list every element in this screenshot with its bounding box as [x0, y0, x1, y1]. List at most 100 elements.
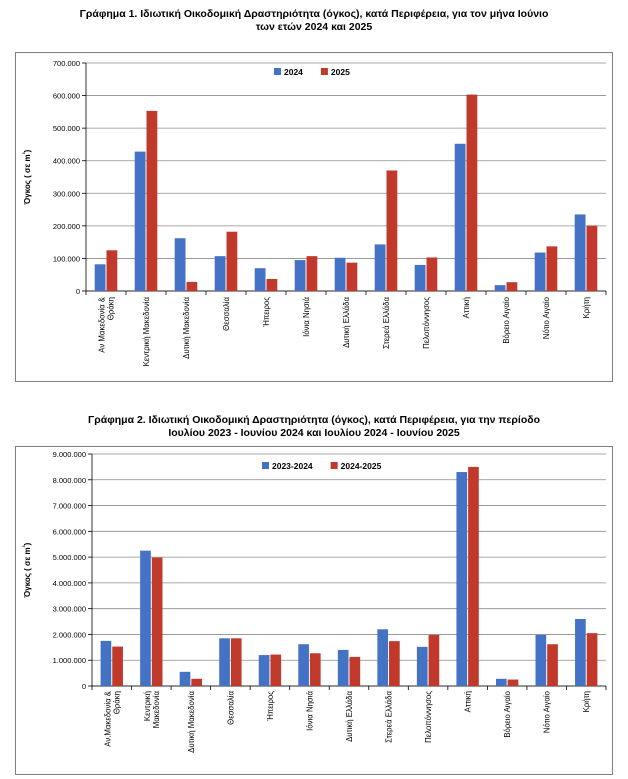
chart-1-bar-2025-7: [346, 262, 358, 291]
chart-1-bar-2024-2: [134, 151, 146, 291]
chart-1-frame: 0 100.000 200.000 300.000 400.000 500.000 600.…: [15, 52, 613, 382]
chart-1-bar-2024-12: [534, 252, 546, 291]
chart-2-y-axis-label: Όγκος ( σε m³): [22, 542, 32, 598]
chart-2-bar-2024-2025-9: [428, 634, 440, 686]
chart-1-y-tick-label: 300.000: [53, 189, 80, 198]
chart-1-bar-2024-3: [174, 238, 186, 291]
chart-1-title-line-2: των ετών 2024 και 2025: [255, 21, 373, 33]
chart-1-x-tick-label: Δυτική Ελλάδα: [342, 297, 351, 348]
chart-1-bar-2024-5: [254, 268, 266, 291]
chart-2-title: Γράφημα 2. Ιδιωτική Οικοδομική Δραστηριό…: [0, 414, 628, 440]
chart-2-bar-2023-2024-8: [377, 629, 389, 686]
chart-1-x-tick-label: Κρήτη: [582, 297, 591, 318]
chart-1-bar-2024-10: [454, 143, 466, 291]
chart-2-x-tick-label: Νότιο Αιγαίο: [543, 690, 552, 733]
chart-2-frame: 0 1.000.000 2.000.000 3.000.000 4.000.000 5.0…: [15, 446, 613, 775]
chart-2-bar-2023-2024-2: [140, 550, 151, 686]
chart-1-x-tick-label: Βόρειο Αιγαίο: [502, 296, 511, 343]
chart-2-y-tick-label: 5.000.000: [53, 553, 86, 562]
chart-1-y-tick-label: 600.000: [53, 92, 80, 101]
chart-1-bar-2025-8: [386, 170, 398, 291]
chart-1-x-tick-label: Στερεά Ελλάδα: [382, 297, 391, 349]
chart-2-bar-2024-2025-12: [547, 644, 558, 686]
chart-1-bar-2025-6: [306, 256, 318, 291]
chart-2-y-tick-label: 8.000.000: [53, 476, 86, 485]
chart-2-bar-2024-2025-5: [270, 654, 282, 686]
chart-2-legend-swatch-2024-2025: [330, 462, 338, 469]
chart-2-x-tick-label: Δυτική Μακεδονία: [187, 691, 196, 753]
chart-1-bar-2025-10: [466, 94, 478, 291]
chart-2-bar-2024-2025-10: [468, 466, 479, 686]
chart-1-x-tick-label: Ιόνια Νησιά: [302, 297, 311, 337]
chart-1-y-axis-label-superscript: ³: [22, 152, 29, 154]
chart-2-title-line-2: Ιουλίου 2023 - Ιουνίου 2024 και Ιουλίου …: [168, 427, 460, 439]
chart-2-x-tick-label: Βόρειο Αιγαίο: [503, 690, 512, 737]
chart-2-x-tick-label: Αν.Μακεδονία &: [103, 690, 112, 746]
chart-1-y-tick-label: 700.000: [53, 59, 80, 68]
chart-2-bar-2023-2024-6: [298, 644, 309, 686]
chart-1-x-tick-label: Αν Μακεδονία &: [98, 296, 107, 352]
chart-1-title-line-1: Γράφημα 1. Ιδιωτική Οικοδομική Δραστηριό…: [79, 8, 549, 20]
chart-1-bar-2024-13: [574, 214, 586, 291]
chart-1-plot: 0 100.000 200.000 300.000 400.000 500.000 600.…: [22, 59, 607, 367]
chart-1-bar-2024-7: [334, 257, 346, 291]
chart-2-bar-2023-2024-11: [495, 678, 507, 686]
chart-2-bar-2024-2025-1: [112, 646, 123, 686]
chart-2-x-tick-label: Θράκη: [112, 691, 121, 714]
chart-1-y-tick-label: 200.000: [53, 222, 80, 231]
chart-1-bar-2025-2: [146, 110, 158, 291]
chart-1-y-axis-label-tail: ): [23, 149, 32, 152]
chart-1-legend-label-2024: 2024: [284, 67, 303, 77]
chart-2-y-tick-label: 3.000.000: [53, 605, 86, 614]
chart-2-x-tick-label: Στερεά Ελλάδα: [385, 691, 394, 743]
chart-2-bar-2024-2025-11: [507, 679, 519, 686]
chart-2-x-tick-label: Αττική: [464, 691, 473, 712]
chart-1-bar-2025-3: [186, 281, 198, 291]
chart-2-bar-2023-2024-12: [535, 634, 547, 686]
chart-1-bar-2025-13: [586, 225, 598, 291]
chart-1-bar-2024-9: [414, 264, 426, 291]
chart-2-y-tick-label: 2.000.000: [53, 630, 86, 639]
chart-1-x-tick-label: Δυτική Μακεδονία: [182, 297, 191, 359]
chart-2-x-tick-label: Δυτική Ελλάδα: [345, 691, 354, 742]
chart-2-bar-2023-2024-1: [100, 640, 112, 686]
chart-2-x-tick-label: Κεντρική: [143, 691, 152, 721]
chart-2-x-tick-label: Ιόνια Νησιά: [305, 691, 314, 731]
chart-2-y-tick-label: 9.000.000: [53, 450, 86, 459]
chart-2-bar-2024-2025-3: [191, 678, 203, 686]
chart-1-legend-swatch-2024: [274, 68, 281, 75]
chart-2-bar-2024-2025-8: [389, 641, 400, 686]
chart-2-bar-2024-2025-6: [309, 653, 321, 686]
chart-1-y-tick-label: 0: [76, 287, 80, 296]
chart-2-bar-2024-2025-13: [586, 633, 598, 686]
chart-2-legend-label-2024-2025: 2024-2025: [341, 461, 382, 471]
chart-1-x-tick-label: Κεντρική Μακεδονία: [142, 297, 151, 367]
chart-2-bar-2023-2024-5: [258, 655, 270, 686]
chart-2-bar-2023-2024-7: [337, 649, 349, 686]
chart-1-bar-2025-12: [546, 246, 558, 291]
chart-1-bar-2025-11: [506, 282, 518, 291]
chart-1-legend-label-2025: 2025: [331, 67, 350, 77]
chart-1-x-tick-label: Θράκη: [107, 297, 116, 320]
chart-2-bar-2024-2025-7: [349, 656, 361, 686]
chart-2-title-line-1: Γράφημα 2. Ιδιωτική Οικοδομική Δραστηριό…: [87, 414, 541, 426]
chart-1-bar-2024-8: [374, 244, 386, 291]
chart-2-legend-label-2023-2024: 2023-2024: [272, 461, 313, 471]
chart-1-bar-2024-11: [494, 285, 506, 291]
chart-1-x-tick-label: Ήπειρος: [262, 297, 271, 328]
chart-2-y-tick-label: 6.000.000: [53, 527, 86, 536]
chart-2-bar-2023-2024-13: [575, 618, 586, 686]
chart-1-y-axis-label: Όγκος ( σε m³): [22, 149, 32, 205]
chart-1-bar-2025-1: [106, 250, 118, 291]
chart-2-section: Γράφημα 2. Ιδιωτική Οικοδομική Δραστηριό…: [0, 414, 628, 440]
chart-2-y-axis-label-tail: ): [23, 542, 32, 545]
chart-2-bar-2023-2024-9: [416, 646, 428, 686]
chart-2-y-tick-label: 0: [82, 682, 86, 691]
chart-1-bar-2024-1: [94, 264, 106, 291]
chart-1-title: Γράφημα 1. Ιδιωτική Οικοδομική Δραστηριό…: [0, 8, 628, 34]
chart-1-y-tick-label: 500.000: [53, 124, 80, 133]
chart-2-y-tick-label: 4.000.000: [53, 579, 86, 588]
chart-1-legend-swatch-2025: [320, 68, 328, 75]
chart-1-bar-2024-4: [214, 256, 226, 291]
chart-2-bar-2023-2024-3: [179, 671, 191, 686]
